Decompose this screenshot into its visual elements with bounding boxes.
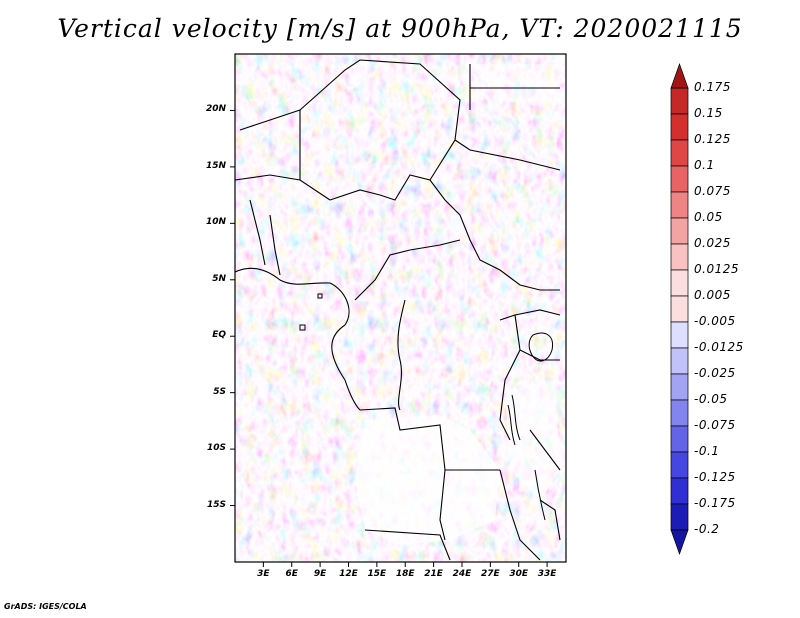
colorbar-label: -0.1 bbox=[694, 444, 720, 458]
lat-label-5s: 5S bbox=[213, 386, 226, 397]
colorbar-box bbox=[670, 191, 689, 219]
lat-label-10n: 10N bbox=[205, 217, 226, 228]
colorbar-box bbox=[670, 217, 689, 245]
lat-label-eq: EQ bbox=[212, 330, 226, 341]
vertical-velocity-field bbox=[235, 54, 566, 562]
colorbar-box bbox=[670, 165, 689, 193]
colorbar-label: -0.075 bbox=[694, 418, 736, 432]
colorbar-label: -0.005 bbox=[694, 314, 736, 328]
colorbar-label: 0.075 bbox=[694, 184, 731, 198]
map-title: Vertical velocity [m/s] at 900hPa, VT: 2… bbox=[57, 14, 743, 43]
calm-region-angola bbox=[355, 415, 500, 545]
colorbar-box bbox=[670, 321, 689, 349]
lon-label-21e: 21E bbox=[424, 569, 443, 579]
colorbar-label: 0.0125 bbox=[694, 262, 739, 276]
lon-label-15e: 15E bbox=[367, 569, 387, 579]
colorbar-label: 0.05 bbox=[694, 210, 723, 224]
lon-label-30e: 30E bbox=[509, 569, 529, 579]
colorbar-label: 0.175 bbox=[694, 80, 731, 94]
lon-label-33e: 33E bbox=[537, 569, 557, 579]
lat-label-15n: 15N bbox=[205, 160, 226, 171]
colorbar-top-triangle bbox=[670, 62, 689, 89]
colorbar-label: 0.025 bbox=[694, 236, 731, 250]
lon-label-27e: 27E bbox=[480, 569, 500, 579]
colorbar-box bbox=[670, 87, 689, 115]
colorbar-label: -0.2 bbox=[694, 522, 720, 536]
colorbar-box bbox=[670, 399, 689, 427]
colorbar-box bbox=[670, 139, 689, 167]
lon-label-9e: 9E bbox=[313, 569, 327, 579]
colorbar-box bbox=[670, 425, 689, 453]
colorbar-label: -0.0125 bbox=[694, 340, 744, 354]
colorbar-label: -0.05 bbox=[694, 392, 728, 406]
colorbar-box bbox=[670, 503, 689, 531]
calm-region-east bbox=[505, 380, 560, 500]
colorbar-label: 0.125 bbox=[694, 132, 731, 146]
colorbar-box bbox=[670, 295, 689, 323]
colorbar-box bbox=[670, 477, 689, 505]
lon-label-12e: 12E bbox=[339, 569, 358, 579]
colorbar-label: -0.175 bbox=[694, 496, 736, 510]
axis-ticks bbox=[230, 109, 548, 567]
colorbar-box bbox=[670, 269, 689, 297]
calm-region-ne bbox=[470, 64, 560, 110]
lon-label-6e: 6E bbox=[285, 569, 298, 579]
lat-label-20n: 20N bbox=[205, 104, 226, 115]
grads-credit: GrADS: IGES/COLA bbox=[4, 602, 87, 611]
colorbar-label: 0.005 bbox=[694, 288, 731, 302]
lon-label-3e: 3E bbox=[257, 569, 270, 579]
lon-label-24e: 24E bbox=[452, 569, 472, 579]
colorbar-label: -0.125 bbox=[694, 470, 736, 484]
colorbar-label: 0.15 bbox=[694, 106, 723, 120]
lon-label-18e: 18E bbox=[395, 569, 415, 579]
colorbar-bottom-triangle bbox=[670, 529, 689, 556]
colorbar bbox=[670, 62, 689, 556]
lat-label-15s: 15S bbox=[206, 499, 226, 510]
colorbar-box bbox=[670, 451, 689, 479]
colorbar-label: 0.1 bbox=[694, 158, 715, 172]
colorbar-box bbox=[670, 243, 689, 271]
colorbar-box bbox=[670, 113, 689, 141]
colorbar-label: -0.025 bbox=[694, 366, 736, 380]
lakes bbox=[299, 293, 554, 521]
country-borders bbox=[235, 59, 561, 561]
colorbar-box bbox=[670, 373, 689, 401]
lat-label-10s: 10S bbox=[206, 443, 226, 454]
lat-label-5n: 5N bbox=[212, 273, 226, 284]
plot-frame bbox=[234, 53, 567, 563]
colorbar-box bbox=[670, 347, 689, 375]
